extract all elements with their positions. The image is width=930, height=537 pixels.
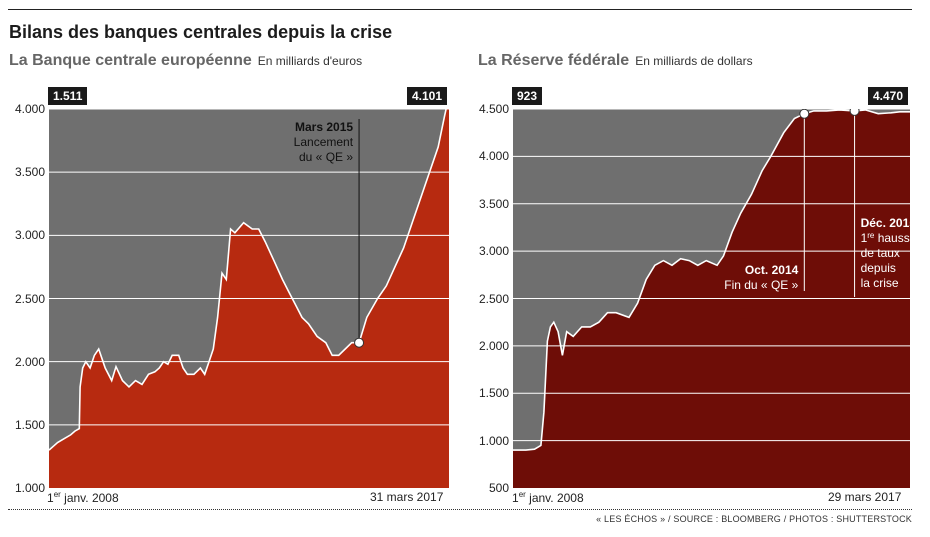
qe-annotation-text: Lancement	[294, 135, 354, 149]
main-title: Bilans des banques centrales depuis la c…	[9, 22, 393, 42]
fed-x-start-day: 1	[512, 491, 519, 505]
source-credit: « LES ÉCHOS » / SOURCE : BLOOMBERG / PHO…	[596, 514, 912, 524]
hausse-title: Déc. 2015	[861, 216, 910, 230]
fed-start-value-badge: 923	[512, 87, 543, 105]
ecb-chart-title: La Banque centrale européenne En milliard…	[9, 52, 362, 70]
y-tick-label: 4.500	[478, 102, 509, 116]
ecb-unit: En milliards d'euros	[257, 54, 363, 68]
series-line	[513, 109, 910, 451]
fin-qe-marker	[799, 109, 810, 119]
ecb-x-start-day: 1	[47, 491, 54, 505]
hausse-text: la crise	[861, 276, 899, 290]
fed-x-start-label: 1er janv. 2008	[512, 490, 584, 505]
ecb-chart: Mars 2015 Lancement du « QE »	[49, 109, 449, 488]
qe-annotation-text: du « QE »	[299, 150, 353, 164]
fed-x-start-sup: er	[518, 490, 526, 499]
fed-x-start-text: janv. 2008	[529, 491, 584, 505]
top-rule	[8, 9, 912, 10]
y-tick-label: 2.000	[14, 354, 45, 369]
fed-x-end-label: 29 mars 2017	[828, 490, 902, 504]
ecb-x-end-label: 31 mars 2017	[370, 490, 444, 504]
fed-title-text: La Réserve fédérale	[478, 52, 630, 69]
qe-annotation-marker	[354, 337, 365, 348]
y-tick-label: 1.500	[478, 386, 509, 401]
y-tick-label: 2.500	[14, 291, 45, 306]
y-tick-label: 500	[488, 481, 509, 495]
ecb-x-start-label: 1er janv. 2008	[47, 490, 119, 505]
y-tick-label: 4.000	[14, 102, 45, 116]
hausse-text: 1re hausse	[861, 231, 910, 245]
y-tick-label: 1.000	[478, 433, 509, 448]
ecb-x-start-sup: er	[53, 490, 61, 499]
hausse-text: de taux	[861, 246, 900, 260]
bottom-rule	[8, 509, 912, 510]
y-tick-label: 4.000	[478, 149, 509, 164]
y-tick-label: 2.000	[478, 338, 509, 353]
hausse-text: depuis	[861, 261, 896, 275]
fin-qe-text: Fin du « QE »	[724, 278, 798, 292]
fed-end-value-badge: 4.470	[868, 87, 909, 105]
y-tick-label: 2.500	[478, 291, 509, 306]
hausse-marker	[849, 109, 860, 116]
y-tick-label: 3.000	[478, 244, 509, 259]
y-tick-label: 3.500	[478, 196, 509, 211]
ecb-end-value-badge: 4.101	[407, 87, 448, 105]
fed-chart-title: La Réserve fédérale En milliards de dolla…	[478, 52, 753, 70]
qe-annotation-title: Mars 2015	[295, 120, 353, 134]
ecb-title-text: La Banque centrale européenne	[9, 52, 252, 69]
fed-unit: En milliards de dollars	[635, 54, 753, 68]
fin-qe-title: Oct. 2014	[745, 263, 799, 277]
ecb-start-value-badge: 1.511	[48, 87, 88, 105]
y-tick-label: 3.000	[14, 228, 45, 243]
ecb-x-start-text: janv. 2008	[64, 491, 119, 505]
y-tick-label: 3.500	[14, 165, 45, 180]
y-tick-label: 1.000	[14, 481, 45, 495]
y-tick-label: 1.500	[14, 417, 45, 432]
